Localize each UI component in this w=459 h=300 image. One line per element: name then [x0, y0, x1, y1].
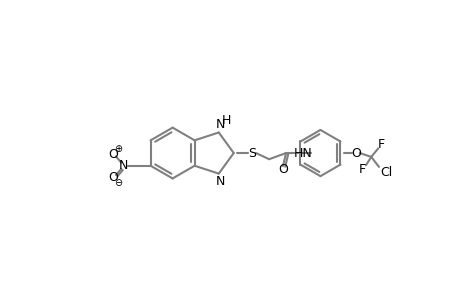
Text: HN: HN — [293, 146, 312, 160]
Text: N: N — [215, 118, 224, 131]
Text: F: F — [358, 164, 365, 176]
Text: Cl: Cl — [379, 166, 391, 179]
Text: ⊖: ⊖ — [114, 178, 122, 188]
Text: F: F — [377, 138, 384, 151]
Text: N: N — [119, 159, 128, 172]
Text: H: H — [221, 114, 231, 128]
Text: N: N — [215, 175, 224, 188]
Text: O: O — [350, 146, 360, 160]
Text: O: O — [277, 164, 287, 176]
Text: ⊕: ⊕ — [114, 144, 122, 154]
Text: S: S — [248, 146, 256, 160]
Text: O: O — [108, 148, 118, 161]
Text: O: O — [108, 171, 118, 184]
